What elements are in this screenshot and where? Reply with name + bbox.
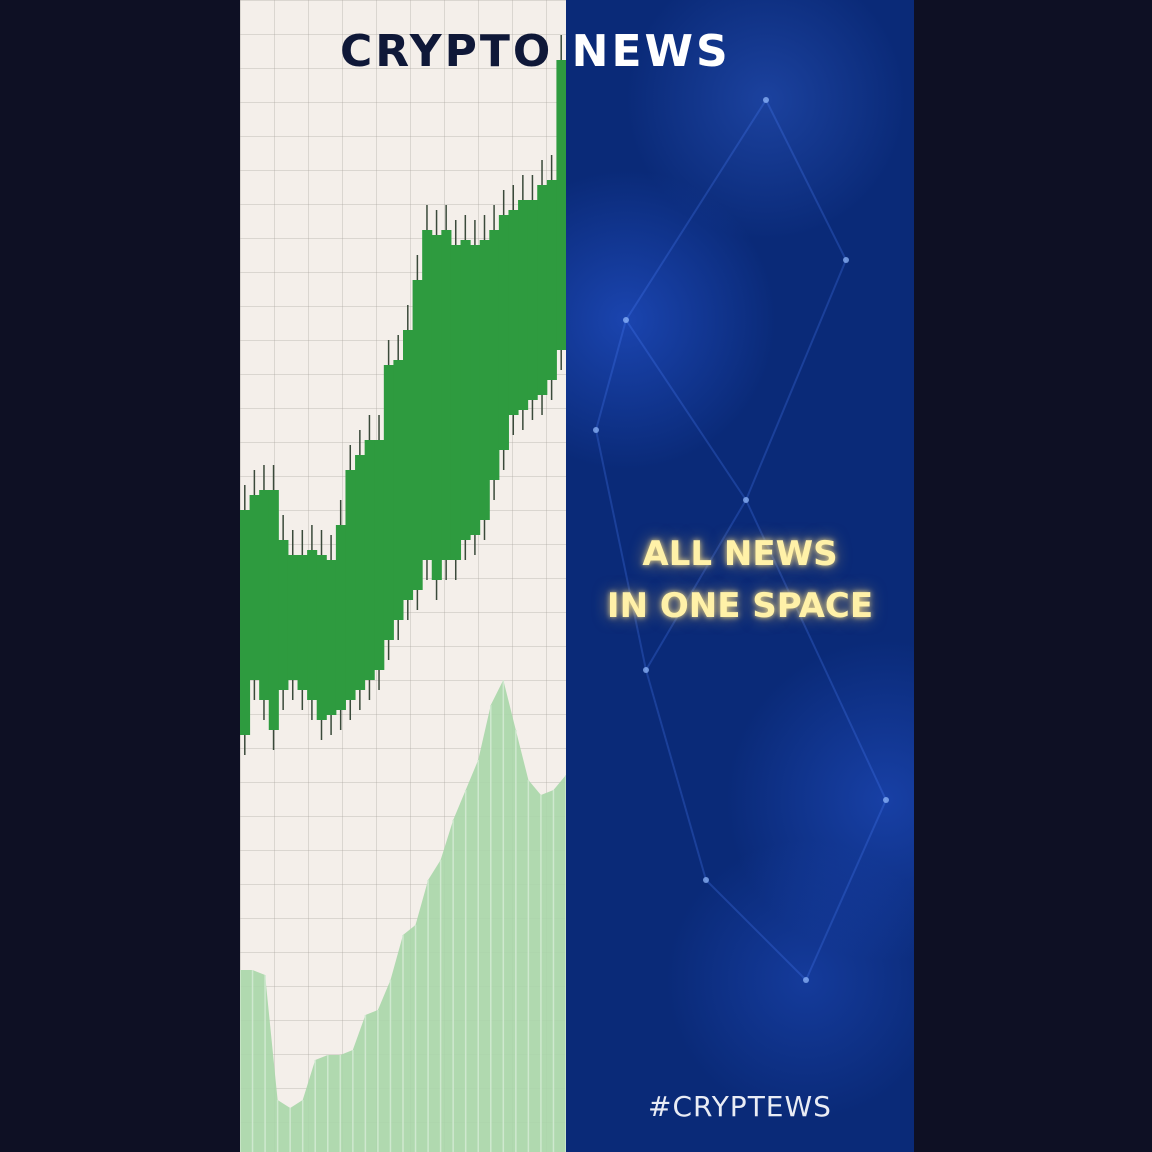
network-edge [805,799,887,981]
title-crypto: CRYPTO [340,26,554,77]
candle-body [412,280,423,590]
blue-network-panel [566,0,914,1152]
network-node [703,877,709,883]
candle-body [268,490,279,730]
candle-body [393,360,404,620]
chart-illustration [240,0,566,1152]
candle-body [460,240,471,540]
candle-body [556,60,566,350]
network-edge [625,319,747,501]
network-edge [595,429,647,671]
candle-body [355,455,366,690]
candle-body [240,510,251,735]
hashtag: #CRYPTEWS [648,1090,832,1123]
network-edge [745,499,887,801]
network-edge [645,499,747,671]
network-node [763,97,769,103]
network-node [593,427,599,433]
candlestick-graphic [240,35,566,1152]
candle-body [287,555,299,680]
network-node [743,497,749,503]
volume-area [240,680,566,1152]
candle-body [479,240,490,520]
candle-body [518,200,529,410]
candle-body [316,555,327,720]
network-edge [625,99,767,321]
network-node [643,667,649,673]
network-edge [595,319,627,431]
candle-body [508,210,519,415]
candle-body [364,440,375,680]
candle-body [307,550,318,700]
network-edge [745,259,847,501]
candle-body [498,215,509,450]
candle-body [297,555,308,690]
candle-body [422,230,433,560]
candle-body [441,230,452,560]
tagline: ALL NEWS IN ONE SPACE [566,528,914,632]
network-graphic [593,97,889,983]
network-node [883,797,889,803]
network-node [843,257,849,263]
network-edge [645,669,707,881]
network-edge [705,879,807,981]
candle-body [546,180,557,380]
candle-body [326,560,337,715]
page-title: CRYPTO NEWS [240,26,914,77]
network-edge [765,99,847,261]
candle-body [278,540,289,690]
candle-body [374,440,385,670]
candle-body [403,330,414,600]
candle-body [383,365,394,640]
tagline-line1: ALL NEWS [642,534,838,574]
tagline-line2: IN ONE SPACE [606,586,874,626]
network-node [623,317,629,323]
candle-body [259,490,270,700]
candle-body [527,200,538,400]
candle-body [335,525,346,710]
candle-body [470,245,481,535]
candle-body [345,470,356,700]
candle-body [537,185,548,395]
network-node [803,977,809,983]
title-news: NEWS [571,26,731,77]
candle-body [431,235,442,580]
candle-body [249,495,260,680]
candle-body [489,230,500,480]
poster: CRYPTO NEWS ALL NEWS IN ONE SPACE #CRYPT… [240,0,914,1152]
candle-body [450,245,462,560]
